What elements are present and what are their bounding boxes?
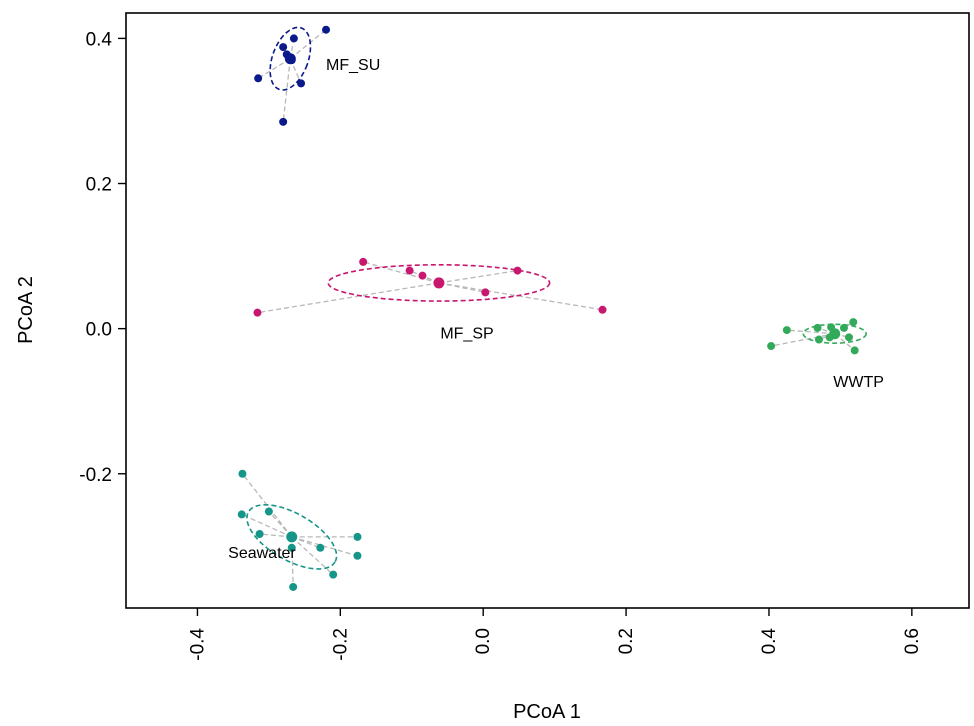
y-tick-label: 0.4 bbox=[86, 29, 113, 50]
data-point bbox=[279, 117, 288, 126]
x-tick-label: 0.0 bbox=[473, 628, 494, 654]
data-point bbox=[254, 74, 263, 83]
data-point bbox=[481, 288, 490, 297]
data-point bbox=[279, 43, 288, 52]
x-tick-label: -0.2 bbox=[330, 628, 351, 661]
y-axis-label: PCoA 2 bbox=[15, 276, 37, 344]
group-label-seawater: Seawater bbox=[228, 545, 296, 562]
spider-line bbox=[291, 536, 321, 549]
y-tick-label: 0.0 bbox=[86, 320, 112, 341]
data-point bbox=[353, 532, 362, 541]
spider-line bbox=[291, 536, 358, 557]
data-point bbox=[418, 271, 427, 280]
spider-line bbox=[241, 513, 293, 538]
group-label-mf-su: MF_SU bbox=[326, 57, 380, 74]
x-axis-label: PCoA 1 bbox=[513, 701, 581, 723]
data-point bbox=[353, 551, 362, 560]
x-axis: -0.4 -0.2 0.0 0.2 0.4 0.6 bbox=[187, 608, 923, 661]
spider-line bbox=[770, 333, 835, 347]
data-point bbox=[237, 510, 246, 519]
data-point bbox=[513, 266, 522, 275]
group-seawater: Seawater bbox=[228, 469, 362, 591]
y-axis: -0.2 0.0 0.2 0.4 bbox=[79, 29, 126, 486]
y-tick-label: 0.2 bbox=[86, 175, 112, 196]
x-tick-label: -0.4 bbox=[187, 628, 208, 661]
data-point bbox=[238, 469, 247, 478]
data-point bbox=[844, 333, 853, 342]
data-point bbox=[287, 543, 296, 552]
data-point bbox=[839, 323, 848, 332]
spider-line bbox=[438, 269, 518, 284]
data-point bbox=[289, 582, 298, 591]
data-point bbox=[297, 79, 306, 88]
confidence-ellipse bbox=[269, 26, 312, 91]
data-point bbox=[767, 342, 776, 351]
centroid-point bbox=[284, 53, 296, 65]
spider-line bbox=[786, 329, 835, 335]
data-point bbox=[814, 335, 823, 344]
spider-line bbox=[409, 269, 440, 284]
y-tick-label: -0.2 bbox=[79, 465, 112, 486]
data-point bbox=[255, 529, 264, 538]
spider-line bbox=[257, 58, 291, 79]
data-point bbox=[316, 543, 325, 552]
group-label-wwtp: WWTP bbox=[833, 374, 884, 391]
sample-groups: MF_SU MF_SP WWTP Seawater bbox=[228, 25, 884, 591]
centroid-point bbox=[829, 328, 841, 340]
x-tick-label: 0.4 bbox=[759, 628, 780, 655]
centroid-point bbox=[433, 277, 445, 289]
data-point bbox=[405, 266, 414, 275]
data-point bbox=[782, 326, 791, 335]
data-point bbox=[850, 346, 859, 355]
data-point bbox=[253, 308, 262, 317]
group-wwtp: WWTP bbox=[767, 318, 884, 391]
spider-line bbox=[282, 58, 291, 122]
data-point bbox=[289, 34, 298, 43]
data-point bbox=[813, 323, 822, 332]
x-tick-label: 0.6 bbox=[902, 628, 923, 654]
data-point bbox=[322, 25, 331, 34]
confidence-ellipse bbox=[246, 504, 338, 570]
spider-line bbox=[257, 282, 440, 314]
data-point bbox=[329, 570, 338, 579]
spider-line bbox=[291, 536, 334, 576]
spider-line bbox=[363, 261, 440, 284]
confidence-ellipse bbox=[802, 323, 867, 344]
data-point bbox=[264, 507, 273, 516]
group-mf-su: MF_SU bbox=[254, 25, 380, 126]
spider-line bbox=[438, 282, 486, 293]
spider-line bbox=[438, 282, 603, 311]
data-point bbox=[849, 318, 858, 327]
data-point bbox=[359, 257, 368, 266]
data-point bbox=[598, 305, 607, 314]
group-label-mf-sp: MF_SP bbox=[440, 325, 493, 342]
x-tick-label: 0.2 bbox=[616, 628, 637, 654]
plot-frame bbox=[125, 12, 970, 609]
spider-line bbox=[259, 533, 292, 538]
centroid-point bbox=[286, 531, 298, 543]
confidence-ellipse bbox=[327, 263, 551, 302]
group-mf-sp: MF_SP bbox=[253, 257, 607, 342]
spider-line bbox=[268, 511, 293, 538]
